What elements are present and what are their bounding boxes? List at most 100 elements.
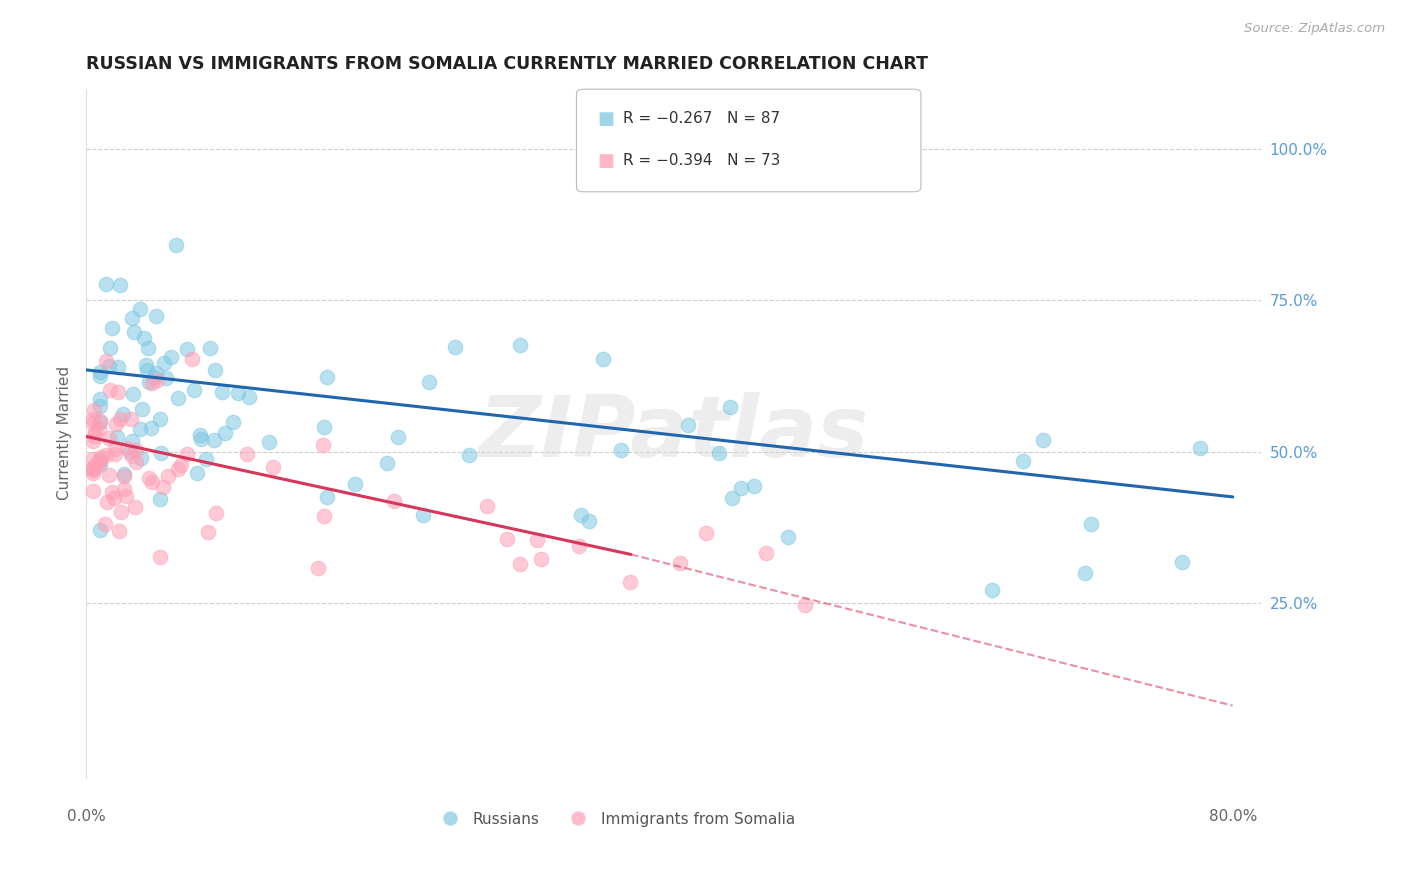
- Point: [152, 480, 174, 494]
- Point: [312, 420, 335, 434]
- Point: [83, 403, 105, 417]
- Point: [98, 359, 121, 373]
- Point: [138, 471, 160, 485]
- Point: [98, 383, 121, 397]
- Point: [89, 392, 111, 407]
- Point: [131, 402, 153, 417]
- Point: [669, 556, 692, 570]
- Point: [152, 356, 174, 370]
- Text: Source: ZipAtlas.com: Source: ZipAtlas.com: [1244, 22, 1385, 36]
- Point: [124, 500, 146, 514]
- Point: [89, 523, 111, 537]
- Point: [107, 359, 129, 374]
- Point: [110, 505, 132, 519]
- Point: [121, 434, 143, 448]
- Point: [592, 351, 614, 366]
- Point: [315, 370, 337, 384]
- Point: [89, 399, 111, 413]
- Point: [121, 449, 143, 463]
- Point: [89, 453, 111, 467]
- Point: [730, 481, 752, 495]
- Point: [107, 385, 129, 400]
- Point: [418, 375, 440, 389]
- Point: [118, 445, 141, 459]
- Point: [98, 467, 121, 482]
- Point: [1074, 566, 1097, 581]
- Point: [170, 458, 193, 472]
- Point: [112, 482, 135, 496]
- Point: [135, 358, 157, 372]
- Point: [105, 417, 128, 431]
- Point: [94, 277, 117, 291]
- Point: [183, 384, 205, 398]
- Point: [82, 459, 104, 474]
- Point: [190, 432, 212, 446]
- Text: ■: ■: [598, 110, 614, 128]
- Point: [96, 354, 118, 368]
- Point: [202, 434, 225, 448]
- Point: [89, 415, 111, 429]
- Point: [160, 350, 183, 364]
- Point: [755, 546, 778, 560]
- Point: [458, 448, 481, 462]
- Point: [125, 443, 148, 458]
- Point: [101, 320, 124, 334]
- Point: [149, 446, 172, 460]
- Point: [89, 365, 111, 379]
- Point: [695, 525, 717, 540]
- Point: [1080, 517, 1102, 532]
- Point: [82, 452, 104, 467]
- Point: [129, 451, 152, 466]
- Point: [343, 477, 366, 491]
- Point: [568, 539, 591, 553]
- Point: [145, 366, 167, 380]
- Point: [108, 277, 131, 292]
- Point: [93, 517, 115, 532]
- Point: [84, 457, 107, 471]
- Point: [1032, 433, 1054, 447]
- Point: [569, 508, 592, 522]
- Point: [156, 469, 179, 483]
- Point: [496, 533, 519, 547]
- Point: [104, 442, 127, 456]
- Point: [186, 466, 208, 480]
- Point: [82, 417, 104, 431]
- Point: [122, 326, 145, 340]
- Point: [382, 494, 405, 508]
- Point: [82, 462, 104, 476]
- Text: R = −0.394   N = 73: R = −0.394 N = 73: [623, 153, 780, 168]
- Point: [87, 422, 110, 436]
- Point: [145, 373, 167, 387]
- Text: RUSSIAN VS IMMIGRANTS FROM SOMALIA CURRENTLY MARRIED CORRELATION CHART: RUSSIAN VS IMMIGRANTS FROM SOMALIA CURRE…: [86, 55, 928, 73]
- Point: [82, 462, 104, 476]
- Point: [981, 582, 1004, 597]
- Point: [89, 453, 111, 467]
- Point: [149, 549, 172, 564]
- Point: [107, 430, 129, 444]
- Point: [142, 369, 165, 384]
- Point: [198, 341, 221, 355]
- Point: [112, 407, 135, 421]
- Point: [176, 342, 198, 356]
- Point: [112, 467, 135, 481]
- Point: [167, 391, 190, 405]
- Point: [89, 414, 111, 428]
- Point: [262, 460, 284, 475]
- Point: [619, 574, 641, 589]
- Point: [526, 533, 548, 547]
- Point: [101, 485, 124, 500]
- Point: [444, 340, 467, 354]
- Point: [578, 514, 600, 528]
- Point: [312, 438, 335, 452]
- Point: [94, 448, 117, 462]
- Point: [211, 385, 233, 400]
- Point: [149, 491, 172, 506]
- Point: [121, 387, 143, 401]
- Point: [204, 363, 226, 377]
- Point: [84, 425, 107, 439]
- Point: [236, 447, 259, 461]
- Point: [83, 429, 105, 443]
- Legend: Russians, Immigrants from Somalia: Russians, Immigrants from Somalia: [429, 805, 801, 832]
- Point: [204, 506, 226, 520]
- Point: [610, 442, 633, 457]
